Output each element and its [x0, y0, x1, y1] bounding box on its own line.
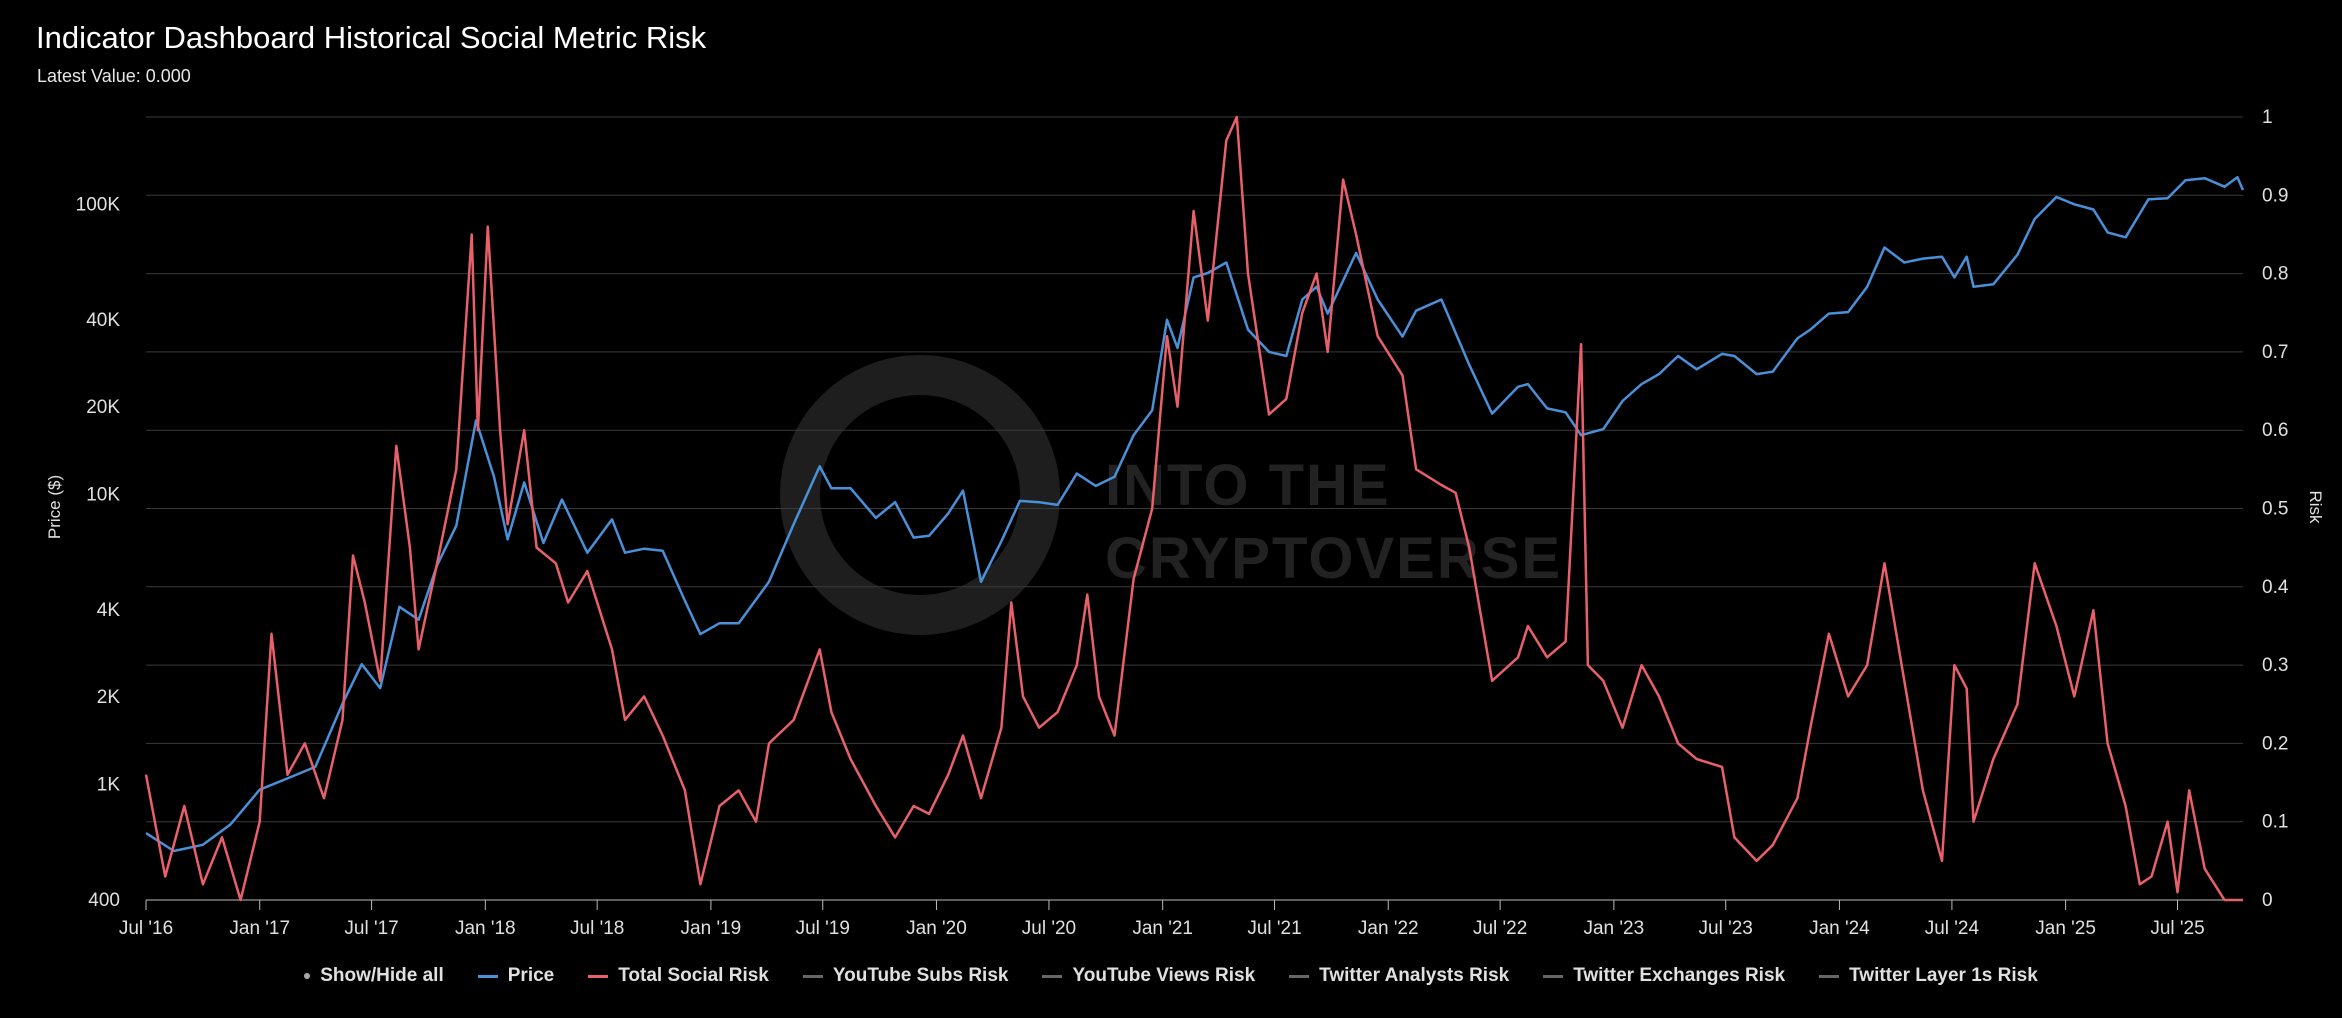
x-axis-tick-label: Jul '18 [570, 918, 624, 939]
x-axis-tick-label: Jul '22 [1473, 918, 1527, 939]
legend-swatch-icon [1042, 974, 1063, 978]
chart-title: Indicator Dashboard Historical Social Me… [36, 20, 707, 55]
series-line-price[interactable] [145, 175, 2245, 853]
x-axis-tick-label: Jul '25 [2150, 918, 2204, 939]
x-axis-tick-label: Jan '23 [1583, 918, 1644, 939]
legend-item-twitter-layer-1s-risk[interactable]: Twitter Layer 1s Risk [1819, 965, 2038, 987]
legend-item-total-social-risk[interactable]: Total Social Risk [588, 965, 769, 987]
legend-swatch-icon [1543, 974, 1564, 978]
left-axis-label: Price ($) [45, 475, 64, 539]
watermark-logo-icon [780, 355, 1060, 635]
x-axis-tick-label: Jul '24 [1925, 918, 1980, 939]
left-axis-tick-label: 1K [97, 775, 121, 796]
x-axis-tick-label: Jan '19 [681, 918, 742, 939]
legend-swatch-icon [802, 974, 823, 978]
x-axis-tick-label: Jan '17 [229, 918, 290, 939]
left-axis-tick-label: 10K [86, 484, 120, 505]
legend-label: Show/Hide all [320, 965, 444, 986]
series-line-total-social-risk[interactable] [144, 115, 2243, 902]
chart-legend: Show/Hide all Price Total Social Risk YouTu… [0, 958, 2342, 994]
legend-swatch-icon [588, 974, 609, 978]
legend-swatch-icon [477, 974, 498, 978]
x-axis-tick-label: Jan '24 [1809, 918, 1870, 939]
grid-lines [146, 116, 2243, 901]
legend-item-price[interactable]: Price [477, 965, 555, 987]
watermark-text-2: CRYPTOVERSE [1105, 526, 1562, 591]
right-axis-tick-label: 0.4 [2262, 577, 2289, 598]
x-axis-tick-label: Jul '23 [1699, 918, 1753, 939]
x-axis-tick-label: Jul '16 [119, 918, 173, 939]
right-axis-tick-label: 0.7 [2262, 342, 2288, 363]
legend-item-youtube-subs-risk[interactable]: YouTube Subs Risk [802, 965, 1009, 987]
x-axis-tick-label: Jul '20 [1022, 918, 1076, 939]
legend-label: Twitter Exchanges Risk [1573, 965, 1786, 986]
right-axis-tick-label: 0.9 [2262, 185, 2288, 206]
right-axis-tick-label: 0.3 [2262, 655, 2288, 676]
legend-label: YouTube Subs Risk [832, 965, 1009, 986]
left-axis-tick-label: 4K [97, 600, 121, 621]
left-axis-tick-label: 2K [97, 687, 121, 708]
right-axis-tick-label: 0.8 [2262, 264, 2288, 285]
legend-label: Total Social Risk [618, 965, 769, 986]
legend-item-show-hide-all[interactable]: Show/Hide all [304, 965, 444, 987]
axes: 0 0.1 0.2 0.3 0.4 0.5 0.6 0.7 0.8 0.9 1 400 1K 2K 4K 10… [45, 107, 2325, 939]
x-axis-tick-label: Jul '17 [344, 918, 398, 939]
chart-subtitle: Latest Value: 0.000 [37, 66, 191, 86]
right-axis-tick-label: 0.1 [2262, 812, 2288, 833]
legend-label: Twitter Layer 1s Risk [1849, 965, 2038, 986]
legend-label: YouTube Views Risk [1072, 965, 1256, 986]
series-lines [144, 115, 2245, 902]
x-axis-tick-label: Jul '19 [796, 918, 850, 939]
right-axis-tick-label: 0.5 [2262, 499, 2288, 520]
legend-item-twitter-analysts-risk[interactable]: Twitter Analysts Risk [1289, 965, 1509, 987]
left-axis-tick-label: 400 [88, 890, 120, 911]
x-axis-tick-label: Jan '21 [1132, 918, 1193, 939]
right-axis-tick-label: 0 [2262, 890, 2273, 911]
x-axis-tick-label: Jul '21 [1247, 918, 1301, 939]
legend-swatch-icon [304, 973, 311, 979]
legend-swatch-icon [1819, 974, 1840, 978]
left-axis-tick-label: 100K [76, 194, 121, 215]
legend-item-youtube-views-risk[interactable]: YouTube Views Risk [1042, 965, 1255, 987]
x-axis-tick-label: Jan '22 [1358, 918, 1419, 939]
right-axis-label: Risk [2306, 490, 2325, 524]
left-axis-tick-label: 40K [86, 310, 120, 331]
right-axis-tick-label: 0.6 [2262, 420, 2288, 441]
left-axis-tick-label: 20K [86, 397, 120, 418]
x-axis-tick-label: Jan '18 [455, 918, 516, 939]
x-axis-tick-label: Jan '20 [906, 918, 967, 939]
right-axis-tick-label: 0.2 [2262, 733, 2288, 754]
legend-label: Twitter Analysts Risk [1319, 965, 1510, 986]
legend-item-twitter-exchanges-risk[interactable]: Twitter Exchanges Risk [1543, 965, 1785, 987]
legend-label: Price [507, 965, 555, 986]
right-axis-tick-label: 1 [2262, 107, 2273, 128]
x-axis-tick-label: Jan '25 [2035, 918, 2096, 939]
legend-swatch-icon [1289, 974, 1310, 978]
